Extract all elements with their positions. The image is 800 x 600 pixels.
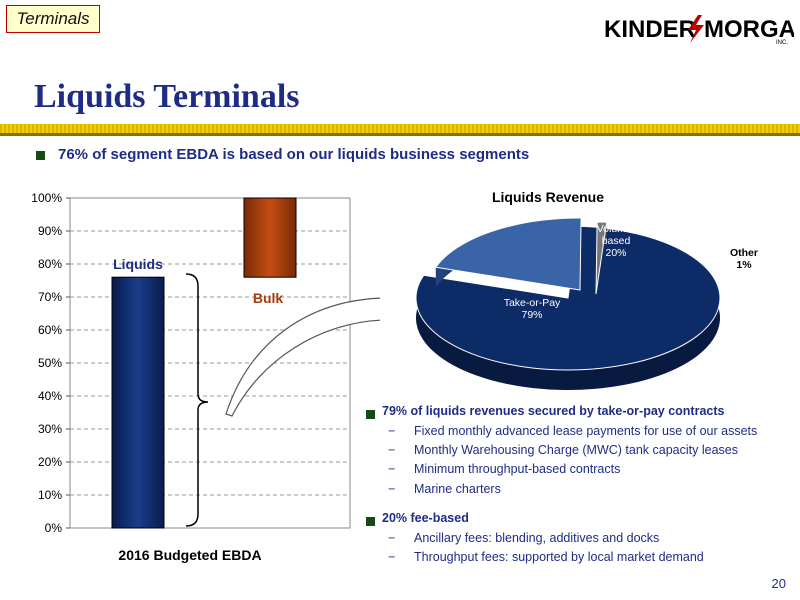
pie-slice [595,221,608,295]
bar-label-bulk: Bulk [253,290,284,306]
section-tag: Terminals [6,5,100,33]
subhead: 76% of segment EBDA is based on our liqu… [58,146,530,163]
y-tick-label: 90% [38,224,62,238]
y-tick-label: 0% [45,521,63,535]
pie-label-volume-based: 20% [605,247,626,259]
list-item: − Monthly Warehousing Charge (MWC) tank c… [388,443,738,457]
pie-label-volume-based: based [602,235,631,247]
pie-label-other: 1% [736,259,752,271]
pie-slice [415,225,721,371]
y-tick-label: 30% [38,422,62,436]
bullet-heading-2: 20% fee-based [382,511,469,525]
bullet-heading-1: 79% of liquids revenues secured by take-… [382,404,725,418]
bullet-square-icon [366,517,375,526]
y-tick-label: 20% [38,455,62,469]
list-item: − Marine charters [388,482,501,496]
pie-label-take-or-pay: 79% [521,309,542,321]
y-tick-label: 80% [38,257,62,271]
y-tick-label: 50% [38,356,62,370]
title-rule-shadow [0,133,800,136]
pie-label-other: Other [730,247,758,259]
logo-word-1: KINDER [604,16,696,43]
list-item: − Ancillary fees: blending, additives and… [388,531,660,545]
logo-inc: INC. [776,40,788,46]
bars: Liquids Bulk [111,197,297,529]
bullet-square-icon [366,410,375,419]
y-tick-label: 100% [31,191,62,205]
pie-label-volume-based: Volume- [597,223,636,235]
company-logo: KINDER MORGAN INC. [604,10,800,46]
logo-mark: KINDER MORGAN INC. [604,15,800,46]
page-title: Liquids Terminals [34,78,300,115]
ebda-bar-chart: 0% 10% 20% 30% 40% 50% 60% 70% 80% 90% 100% Liquid… [31,191,380,563]
page-number: 20 [771,576,786,591]
bar-liquids [111,276,165,529]
y-tick-label: 60% [38,323,62,337]
pie-slice [434,217,582,291]
pie-title: Liquids Revenue [492,189,604,205]
list-item: − Fixed monthly advanced lease payments f… [388,424,758,438]
pie-label-take-or-pay: Take-or-Pay [504,297,561,309]
bar-label-liquids: Liquids [113,256,163,272]
y-tick-label: 40% [38,389,62,403]
bullet-square-icon [36,151,45,160]
list-item: − Throughput fees: supported by local mar… [388,550,704,564]
list-item: − Minimum throughput-based contracts [388,462,621,476]
y-tick-label: 10% [38,488,62,502]
y-tick-label: 70% [38,290,62,304]
bar-bulk [243,197,297,278]
title-rule [0,124,800,133]
x-axis-label: 2016 Budgeted EBDA [118,547,261,563]
brace-shape [185,273,209,527]
lightning-bolt-icon [688,15,704,43]
arrow-shape [225,297,380,417]
logo-word-2: MORGAN [704,16,794,43]
